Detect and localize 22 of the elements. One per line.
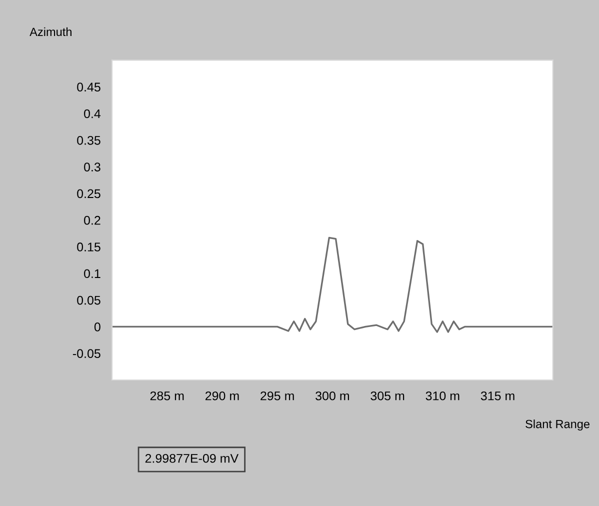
y-tick-label: 0.45: [77, 82, 100, 92]
y-tick-label: 0.35: [77, 136, 100, 145]
x-tick-label: 290 m: [205, 391, 239, 400]
y-tick-label: 0.3: [84, 162, 100, 172]
line-series: [112, 236, 553, 333]
x-axis-title: Slant Range: [526, 420, 590, 431]
y-tick-label: 0.05: [77, 296, 100, 305]
y-tick-label: 0.15: [77, 242, 100, 252]
x-tick-label: 305 m: [370, 391, 404, 400]
x-tick-label: 300 m: [316, 391, 349, 400]
y-tick-label: 0.4: [84, 109, 101, 118]
x-tick-label: 315 m: [480, 391, 514, 400]
x-tick-label: 310 m: [426, 391, 460, 400]
x-tick-label: 295 m: [260, 391, 294, 400]
y-tick-label: 0.1: [84, 269, 100, 278]
y-tick-label: -0.05: [72, 349, 100, 358]
text: 2.99877E-09 mV: [145, 454, 239, 463]
y-tick-label: 0.2: [84, 216, 100, 225]
y-axis-title: Azimuth: [30, 27, 72, 36]
x-tick-label: 285 m: [150, 391, 184, 400]
y-tick-label: 0.25: [77, 189, 100, 198]
y-tick-label: 0: [94, 322, 100, 332]
